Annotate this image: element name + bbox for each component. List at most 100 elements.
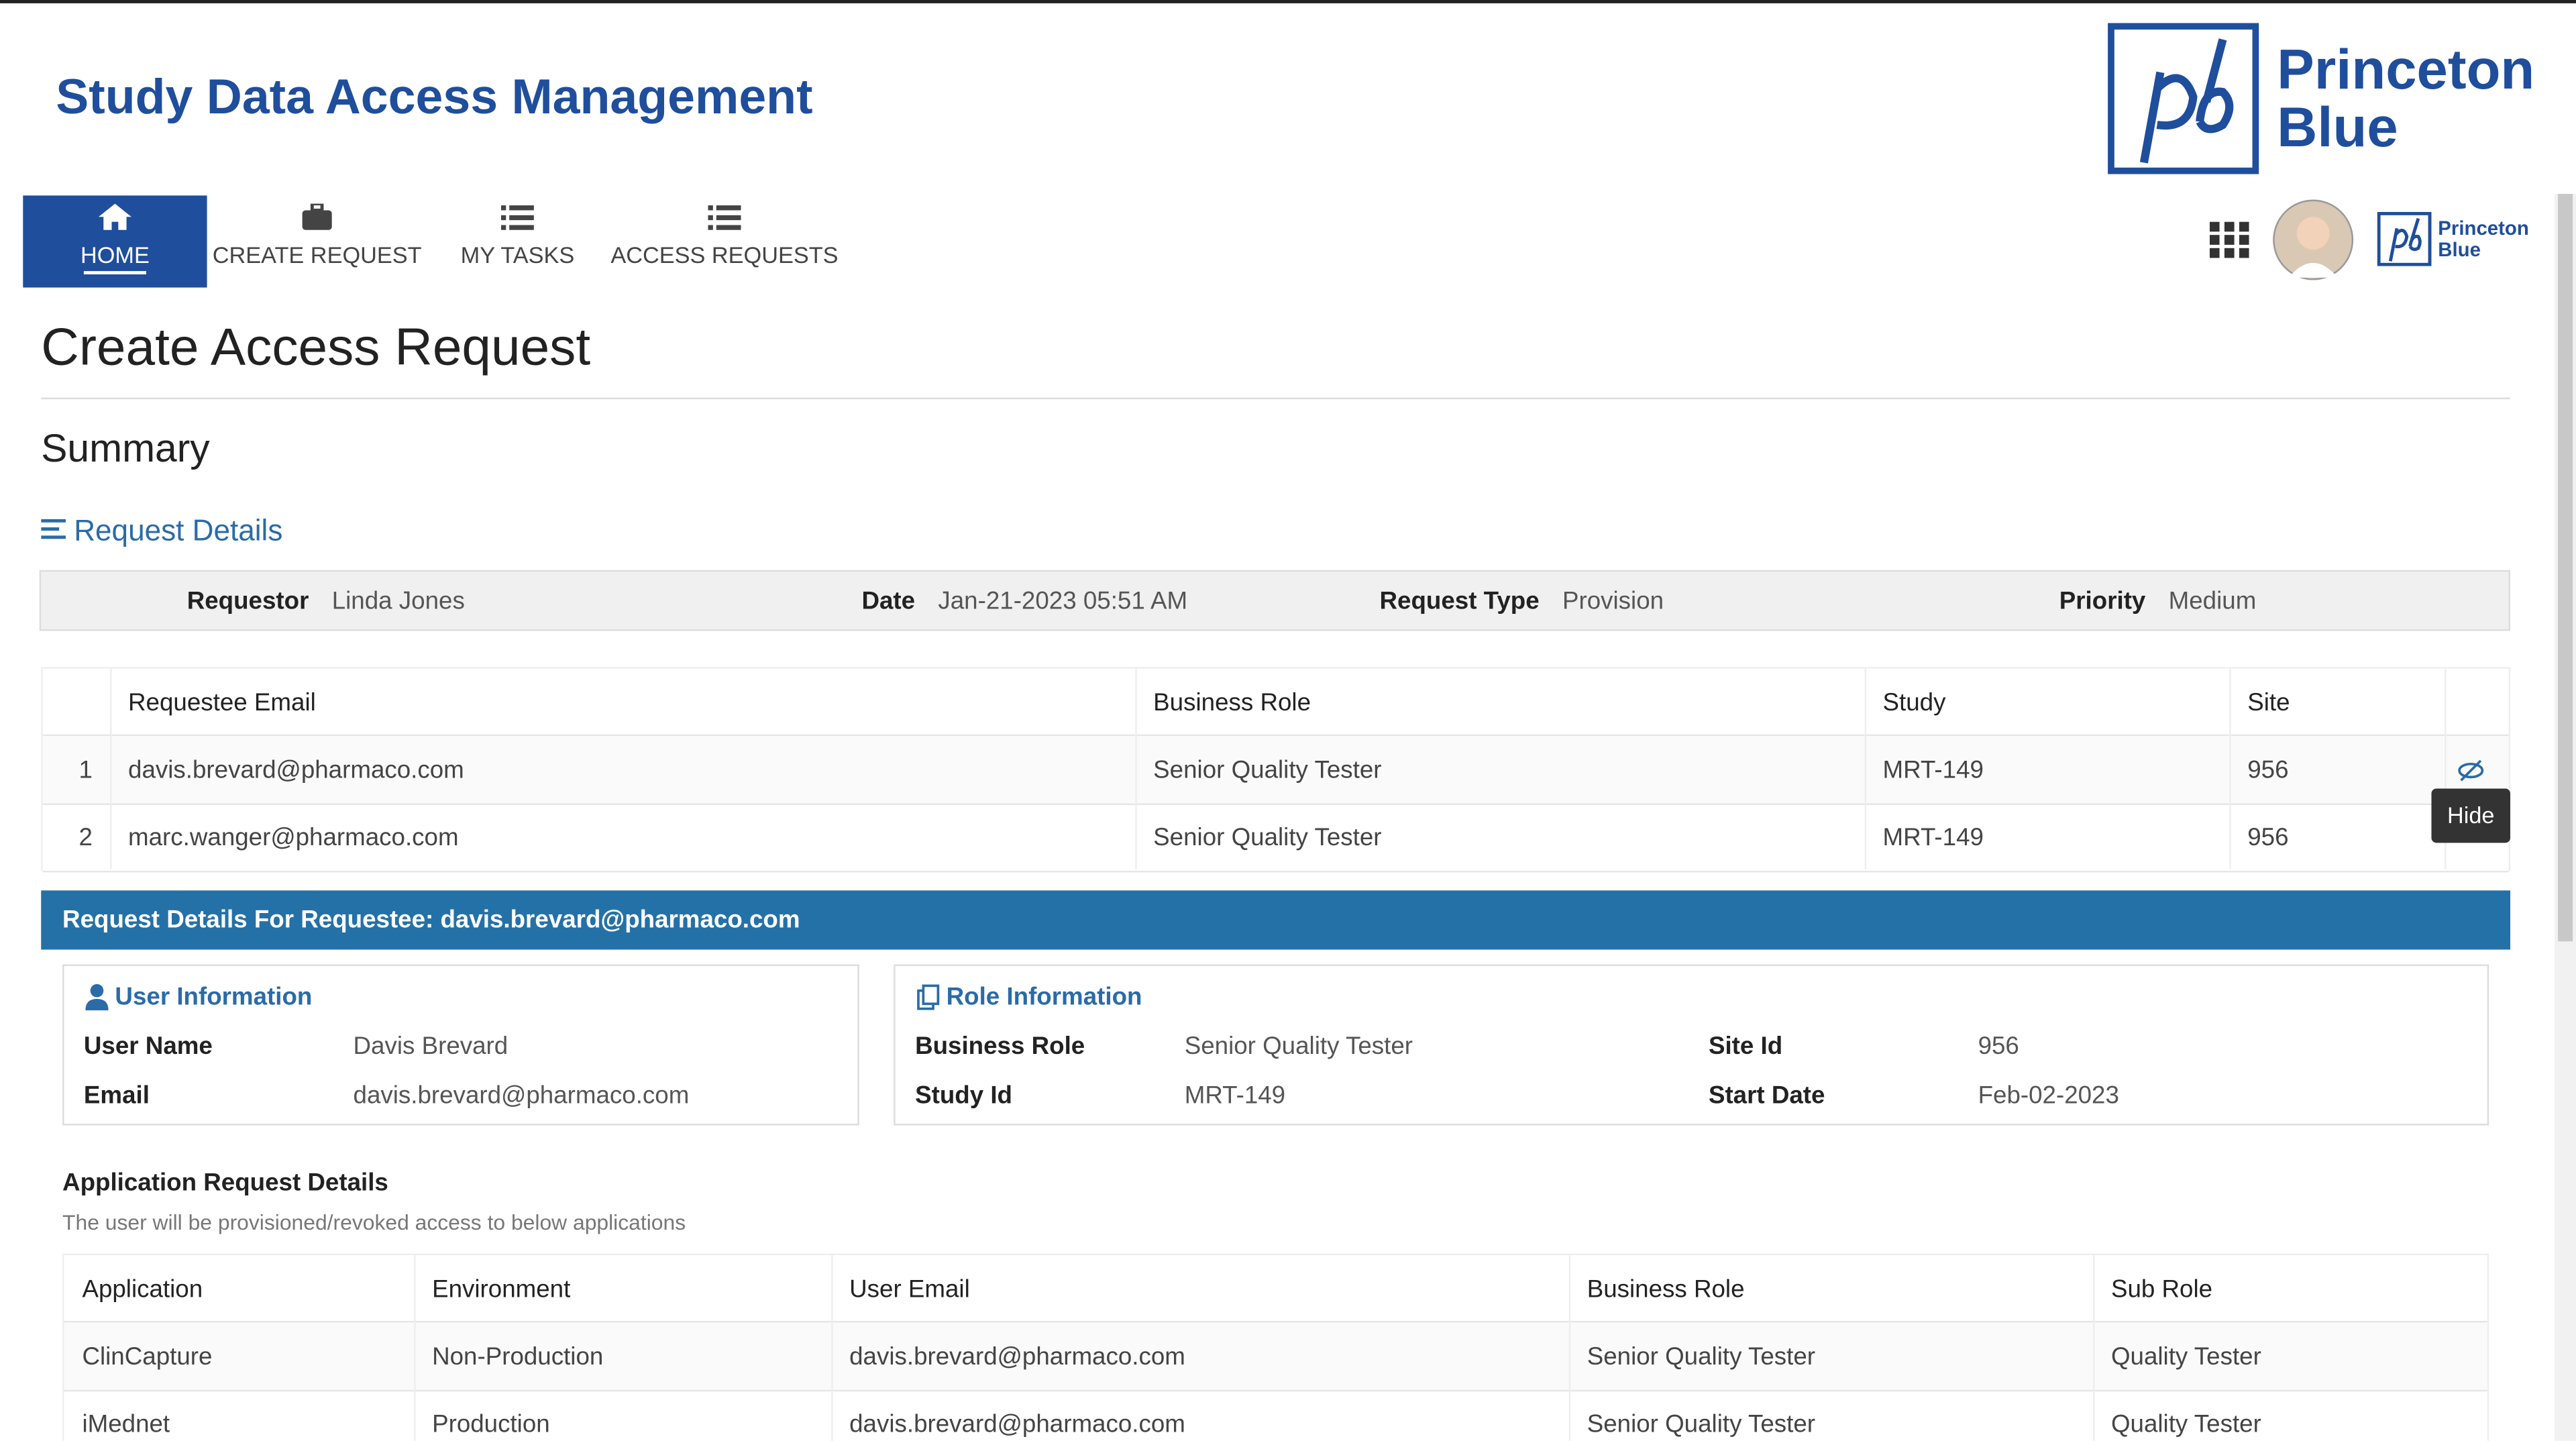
- requestee-table: Requestee Email Business Role Study Site 1 da…: [41, 667, 2511, 873]
- info-heading: User Information: [115, 983, 313, 1012]
- divider: [41, 397, 2511, 400]
- info-label: Site Id: [1708, 1032, 1783, 1061]
- table-header: [64, 1255, 2487, 1323]
- column-divider: [2445, 668, 2447, 869]
- nav-item[interactable]: CREATE REQUEST: [212, 242, 422, 268]
- cell: Non-Production: [432, 1342, 604, 1371]
- column-divider: [2229, 668, 2231, 869]
- logo-mark: [2108, 23, 2259, 174]
- nav-icon: [301, 202, 333, 230]
- nav-icon: [98, 203, 131, 230]
- info-value: davis.brevard@pharmaco.com: [353, 1081, 690, 1110]
- cell: Quality Tester: [2110, 1342, 2261, 1371]
- cell: Senior Quality Tester: [1153, 756, 1382, 784]
- nav-icon: [708, 204, 741, 230]
- field-value: Medium: [2168, 587, 2257, 616]
- column-header: Sub Role: [2110, 1275, 2213, 1303]
- cell: Senior Quality Tester: [1153, 824, 1382, 853]
- app-note: The user will be provisioned/revoked acc…: [62, 1210, 686, 1235]
- tooltip: Hide: [2431, 788, 2511, 843]
- logo-text: Blue: [2277, 97, 2398, 160]
- column-divider: [831, 1255, 833, 1441]
- info-label: Business Role: [915, 1032, 1085, 1061]
- info-icon: [917, 984, 940, 1010]
- info-label: Study Id: [915, 1081, 1012, 1110]
- logo-text: Princeton: [2277, 39, 2535, 102]
- column-header: Environment: [432, 1275, 571, 1303]
- small-logo-mark: [2377, 211, 2432, 266]
- nav-underline: [83, 271, 146, 274]
- field-value: Jan-21-2023 05:51 AM: [938, 587, 1188, 616]
- field-label: Request Type: [1379, 587, 1540, 616]
- row-index: 2: [78, 824, 93, 853]
- cell: Quality Tester: [2110, 1411, 2261, 1439]
- table-row: [64, 1391, 2487, 1441]
- info-value: Feb-02-2023: [1978, 1081, 2119, 1110]
- cell: MRT-149: [1882, 824, 1984, 853]
- column-divider: [1864, 668, 1867, 869]
- column-header: Business Role: [1153, 688, 1311, 716]
- cell: iMednet: [82, 1411, 170, 1439]
- cell: Production: [432, 1411, 550, 1439]
- avatar[interactable]: [2272, 199, 2354, 280]
- apps-icon[interactable]: [2209, 221, 2249, 258]
- app-heading: Application Request Details: [62, 1169, 388, 1197]
- nav-icon: [500, 204, 534, 230]
- field-label: Requestor: [186, 587, 309, 616]
- nav-item[interactable]: ACCESS REQUESTS: [610, 242, 839, 268]
- cell: davis.brevard@pharmaco.com: [849, 1411, 1185, 1439]
- info-label: Start Date: [1708, 1081, 1825, 1110]
- column-header: User Email: [849, 1275, 970, 1303]
- info-heading: Role Information: [946, 983, 1142, 1012]
- field-label: Priority: [2059, 587, 2146, 616]
- row-index: 1: [78, 756, 93, 784]
- role-info-box: Role Information Business Role Senior Qual…: [894, 964, 2489, 1126]
- column-header: Study: [1882, 688, 1946, 716]
- user-info-box: User Information User Name Davis Brevard Em…: [62, 964, 859, 1126]
- table-row: [42, 736, 2509, 804]
- cell: Senior Quality Tester: [1587, 1411, 1816, 1439]
- tooltip-text: Hide: [2447, 802, 2495, 829]
- info-value: Senior Quality Tester: [1184, 1032, 1413, 1061]
- column-divider: [2093, 1255, 2095, 1441]
- info-value: MRT-149: [1184, 1081, 1286, 1110]
- cell: marc.wanger@pharmaco.com: [128, 824, 459, 853]
- field-value: Provision: [1562, 587, 1664, 616]
- table-row: [42, 804, 2509, 873]
- hide-icon[interactable]: [2458, 759, 2484, 782]
- nav-item[interactable]: MY TASKS: [460, 242, 575, 268]
- app-title: Study Data Access Management: [56, 70, 813, 125]
- column-divider: [414, 1255, 416, 1441]
- subsection-title: Request Details: [74, 514, 283, 547]
- scrollbar[interactable]: [2555, 193, 2576, 1441]
- cell: davis.brevard@pharmaco.com: [128, 756, 464, 784]
- application-table: Application Environment User Email Business…: [62, 1253, 2489, 1441]
- column-header: Requestee Email: [128, 688, 316, 716]
- cell: ClinCapture: [82, 1342, 213, 1371]
- info-value: Davis Brevard: [353, 1032, 508, 1061]
- detail-banner: Request Details For Requestee: davis.bre…: [41, 890, 2511, 950]
- column-header: Application: [82, 1275, 203, 1303]
- top-edge: [0, 0, 2576, 3]
- info-icon: [85, 983, 109, 1011]
- column-divider: [1135, 668, 1137, 869]
- small-logo-text: Blue: [2438, 238, 2481, 262]
- summary-bar: Requestor Linda Jones Date Jan-21-2023 05:5…: [39, 570, 2511, 631]
- cell: Senior Quality Tester: [1587, 1342, 1816, 1371]
- column-divider: [1568, 1255, 1571, 1441]
- list-icon: [41, 519, 66, 539]
- nav-item[interactable]: HOME: [80, 242, 150, 268]
- page-title: Create Access Request: [41, 317, 591, 376]
- section-title: Summary: [41, 427, 210, 472]
- column-divider: [110, 668, 112, 869]
- info-value: 956: [1978, 1032, 2019, 1061]
- cell: 956: [2247, 824, 2289, 853]
- field-value: Linda Jones: [331, 587, 465, 616]
- info-label: Email: [83, 1081, 150, 1110]
- small-logo-text: Princeton: [2438, 217, 2529, 240]
- cell: 956: [2247, 756, 2289, 784]
- banner-text: Request Details For Requestee: davis.bre…: [62, 906, 800, 935]
- info-label: User Name: [83, 1032, 213, 1061]
- cell: MRT-149: [1882, 756, 1984, 784]
